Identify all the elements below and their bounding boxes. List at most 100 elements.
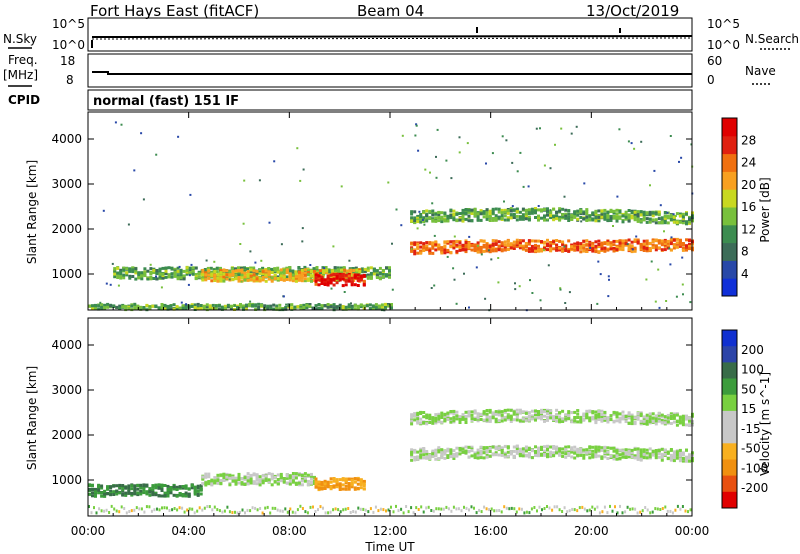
- power-cell: [431, 209, 435, 213]
- power-cell: [211, 307, 215, 310]
- velocity-cell: [151, 488, 155, 492]
- velocity-cell: [118, 491, 122, 495]
- velocity-cell: [639, 452, 643, 456]
- power-cell: [431, 246, 435, 250]
- power-cell: [645, 211, 649, 215]
- power-cell: [251, 303, 255, 307]
- power-cell: [669, 240, 673, 244]
- power-cell: [329, 273, 333, 277]
- power-cell: [356, 304, 360, 308]
- velocity-cell: [470, 454, 474, 458]
- power-cell: [252, 279, 256, 283]
- power-cell: [276, 266, 280, 270]
- power-cell: [546, 248, 549, 252]
- power-cell: [591, 249, 595, 253]
- power-cell: [561, 213, 565, 217]
- velocity-cell: [621, 416, 625, 420]
- velocity-cell: [579, 420, 583, 424]
- velocity-cell: [172, 493, 176, 497]
- velocity-cell: [91, 494, 94, 498]
- velocity-cell: [416, 450, 420, 454]
- power-cell: [139, 305, 143, 309]
- power-cell: [425, 217, 429, 221]
- power-cell: [512, 247, 516, 250]
- power-cell: [374, 303, 378, 307]
- colorbar-tick-label: 4: [741, 267, 749, 281]
- velocity-cell: [627, 411, 631, 415]
- velocity-cell: [150, 509, 153, 513]
- power-cell: [199, 306, 203, 310]
- velocity-cell: [558, 411, 562, 415]
- power-cell: [669, 135, 672, 137]
- velocity-cell: [291, 479, 295, 483]
- velocity-cell: [521, 451, 525, 455]
- power-cell: [249, 278, 253, 281]
- velocity-cell: [422, 448, 426, 452]
- power-cell: [431, 242, 435, 246]
- power-cell: [176, 269, 180, 273]
- power-cell: [596, 302, 599, 305]
- velocity-cell: [585, 413, 589, 417]
- power-cell: [146, 277, 150, 281]
- velocity-cell: [615, 413, 619, 417]
- velocity-cell: [609, 504, 611, 508]
- power-cell: [299, 307, 303, 311]
- power-cell: [530, 249, 534, 253]
- power-cell: [116, 274, 120, 278]
- velocity-cell: [413, 458, 417, 462]
- velocity-cell: [115, 509, 118, 513]
- power-cell: [207, 273, 211, 277]
- velocity-cell: [553, 505, 556, 509]
- velocity-cell: [118, 485, 122, 489]
- power-cell: [314, 275, 318, 279]
- velocity-cell: [410, 413, 414, 417]
- power-cell: [685, 222, 688, 226]
- nave-tick-top: 60: [707, 54, 722, 68]
- power-cell: [564, 249, 568, 252]
- power-cell: [240, 280, 243, 283]
- velocity-cell: [593, 507, 596, 511]
- power-cell: [140, 271, 144, 275]
- y-tick-label: 2000: [51, 428, 82, 442]
- noise-tick-left-top: 10^5: [52, 17, 85, 31]
- power-cell: [340, 185, 343, 188]
- power-cell: [618, 239, 622, 243]
- power-cell: [543, 218, 546, 222]
- velocity-cell: [98, 507, 101, 511]
- power-cell: [558, 215, 562, 219]
- velocity-cell: [527, 446, 531, 450]
- power-cell: [377, 305, 381, 309]
- noise-search-label: N.Search: [745, 32, 799, 46]
- power-cell: [161, 272, 165, 276]
- power-cell: [543, 248, 545, 251]
- power-cell: [164, 272, 168, 276]
- power-cell: [243, 269, 246, 273]
- power-cell: [606, 211, 610, 214]
- power-cell: [320, 275, 324, 279]
- velocity-cell: [193, 490, 197, 494]
- power-cell: [642, 249, 646, 252]
- power-cell: [337, 279, 341, 283]
- velocity-cell: [467, 450, 471, 454]
- power-cell: [491, 209, 495, 213]
- velocity-cell: [94, 490, 97, 494]
- velocity-cell: [204, 483, 208, 487]
- velocity-cell: [546, 416, 549, 420]
- power-cell: [440, 217, 444, 221]
- velocity-cell: [582, 448, 586, 452]
- velocity-cell: [338, 488, 342, 491]
- power-cell: [228, 276, 232, 280]
- velocity-cell: [243, 483, 247, 486]
- power-cell: [488, 247, 492, 251]
- velocity-cell: [357, 506, 360, 510]
- velocity-cell: [543, 410, 546, 414]
- colorbar-swatch: [722, 224, 737, 244]
- power-cell: [555, 214, 559, 218]
- velocity-cell: [490, 507, 493, 511]
- power-cell: [216, 277, 220, 281]
- velocity-cell: [660, 458, 664, 462]
- power-cell: [176, 276, 180, 280]
- velocity-cell: [449, 420, 453, 424]
- power-cell: [491, 152, 494, 155]
- velocity-cell: [120, 505, 123, 509]
